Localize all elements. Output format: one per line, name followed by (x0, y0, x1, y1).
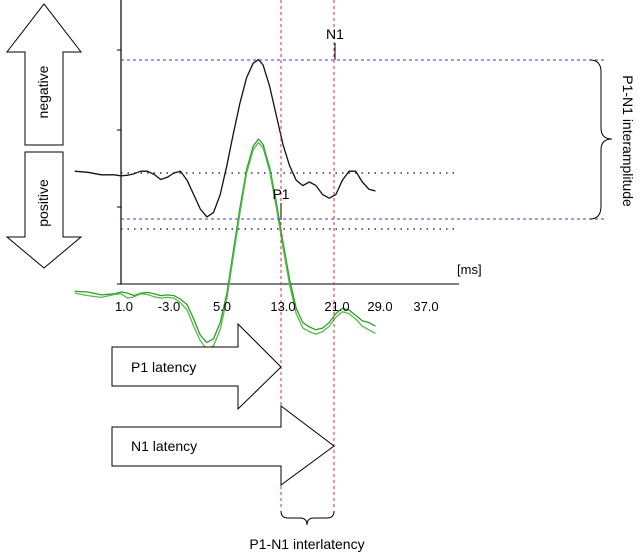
interlatency-label: P1-N1 interlatency (249, 536, 364, 552)
y-tick-marks (117, 49, 121, 285)
x-unit-label: [ms] (457, 262, 482, 277)
x-tick-label: -3.0 (158, 299, 180, 314)
x-tick-label: 1.0 (115, 299, 133, 314)
x-tick-label: 13.0 (270, 299, 295, 314)
interamplitude-label: P1-N1 interamplitude (620, 75, 636, 207)
series-line-black-0 (74, 58, 376, 218)
x-tick-label: 21.0 (324, 299, 349, 314)
n1-latency-label: N1 latency (131, 438, 197, 454)
positive-label: positive (35, 179, 51, 227)
positive-arrow (5, 151, 83, 269)
series-layer (74, 58, 376, 351)
negative-label: negative (35, 65, 51, 118)
interlatency-brace (280, 510, 335, 526)
p1-peak-label: P1 (272, 186, 289, 202)
interamplitude-brace (589, 59, 613, 220)
n1-peak-label: N1 (326, 26, 344, 42)
x-tick-label: 5.0 (213, 299, 231, 314)
x-tick-labels: 1.0 -3.0 5.0 13.0 21.0 29.0 37.0 (115, 299, 439, 314)
negative-arrow (5, 3, 83, 146)
series-line-green-2 (74, 141, 376, 351)
series-line-green-1 (74, 138, 376, 344)
p1-latency-label: P1 latency (131, 359, 196, 375)
n1-latency-arrow (111, 404, 335, 486)
p1-latency-arrow (111, 322, 282, 411)
x-tick-label: 29.0 (367, 299, 392, 314)
x-tick-label: 37.0 (413, 299, 438, 314)
